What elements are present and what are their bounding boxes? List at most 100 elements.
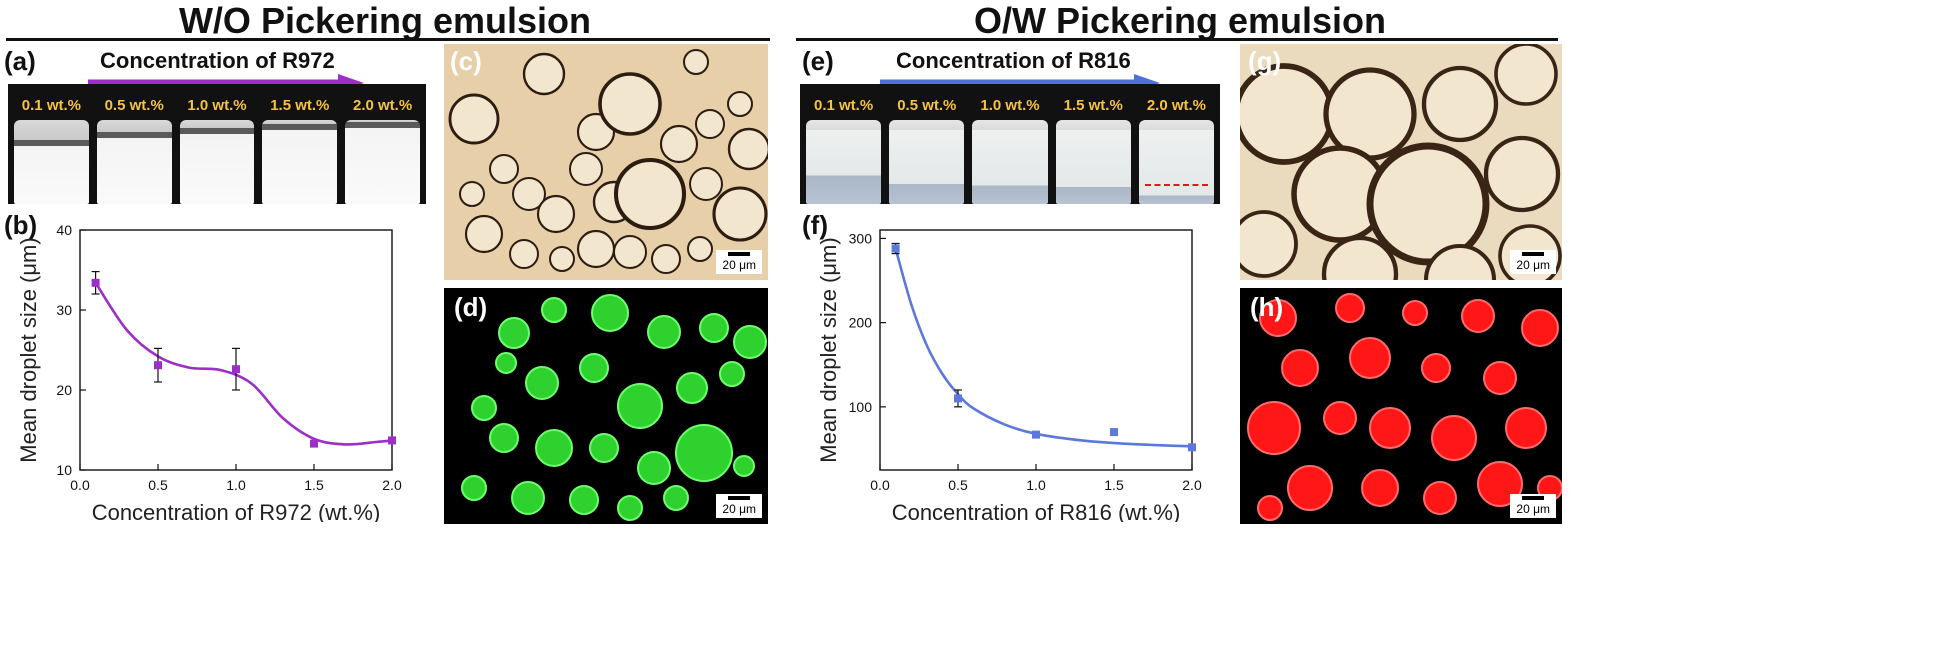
vial-photo-strip-r816: 0.1 wt.% 0.5 wt.% 1.0 wt.% 1.5 wt.% 2.0 wt.% (800, 84, 1220, 204)
droplet (512, 177, 546, 211)
droplet (1259, 299, 1297, 337)
droplet (498, 317, 530, 349)
x-tick-label: 2.0 (1182, 477, 1202, 493)
arrow-label: Concentration of R816 (896, 48, 1131, 73)
droplet (727, 127, 768, 171)
vial-jar (889, 120, 965, 204)
droplet (1257, 495, 1283, 521)
droplet (525, 366, 559, 400)
droplet (495, 352, 517, 374)
y-axis-label: Mean droplet size (μm) (16, 237, 41, 462)
vial: 0.1 wt.% (806, 92, 882, 204)
droplet (733, 325, 767, 359)
y-tick-label: 10 (56, 462, 72, 478)
droplet (569, 485, 599, 515)
droplet (1402, 300, 1428, 326)
scale-bar: 20 μm (716, 250, 762, 274)
vial-label: 1.5 wt.% (270, 97, 330, 114)
droplet (522, 52, 566, 96)
vial-label: 0.1 wt.% (814, 97, 874, 114)
panel-label-c: (c) (450, 46, 482, 76)
vial: 1.0 wt.% (179, 92, 255, 204)
vial-jar (1138, 120, 1215, 204)
droplet (1335, 293, 1365, 323)
droplet-image-bright-field (448, 49, 768, 274)
droplet (663, 485, 689, 511)
droplet (699, 313, 729, 343)
vial: 0.1 wt.% (14, 92, 89, 204)
droplet (509, 239, 539, 269)
vial-label: 2.0 wt.% (352, 97, 413, 114)
scale-bar: 20 μm (1510, 250, 1556, 274)
droplet (569, 152, 603, 186)
vial: 1.0 wt.% (972, 92, 1048, 204)
fit-curve (894, 248, 1193, 448)
droplet (676, 372, 708, 404)
droplet (1521, 309, 1559, 347)
droplet (489, 154, 519, 184)
droplet (1423, 243, 1497, 280)
micrograph-bright-field-wo: (c) 20 μm (444, 44, 768, 280)
vial-jar (345, 120, 420, 204)
x-tick-label: 0.0 (70, 477, 90, 493)
droplet (1281, 349, 1319, 387)
droplet (591, 294, 629, 332)
vial: 1.5 wt.% (262, 92, 338, 204)
droplet (535, 429, 573, 467)
vial-label: 0.1 wt.% (21, 97, 81, 114)
y-tick-label: 30 (56, 302, 72, 318)
micrograph-bright-field-ow: (g) 20 μm (1240, 44, 1562, 280)
vial-jar (96, 120, 172, 204)
vial-label: 1.0 wt.% (980, 97, 1040, 114)
droplet (1369, 407, 1411, 449)
droplet (1494, 44, 1558, 106)
droplet-image-bright-field (1240, 44, 1562, 280)
data-point (154, 361, 162, 370)
droplet (598, 72, 662, 136)
x-axis-label: Concentration of R816 (wt.%) (892, 500, 1181, 522)
vial: 2.0 wt.% (345, 92, 420, 204)
vial-jar (262, 120, 338, 204)
droplet (464, 214, 504, 254)
vial: 0.5 wt.% (96, 92, 172, 204)
y-axis-label: Mean droplet size (μm) (816, 237, 841, 462)
arrow-label: Concentration of R972 (100, 48, 335, 73)
x-tick-label: 2.0 (382, 477, 402, 493)
droplet (511, 481, 545, 515)
droplet (659, 124, 699, 164)
droplet (712, 186, 768, 242)
x-tick-label: 1.5 (1104, 477, 1124, 493)
droplet (637, 451, 671, 485)
panel-label-f: (f) (802, 210, 828, 240)
x-tick-label: 0.5 (148, 477, 168, 493)
droplet (617, 383, 663, 429)
droplet (675, 424, 733, 482)
droplet-image-fluorescence (1247, 293, 1562, 521)
droplet (589, 433, 619, 463)
y-tick-label: 40 (56, 222, 72, 238)
data-point (91, 278, 100, 287)
y-tick-label: 300 (849, 230, 873, 246)
scale-bar-text: 20 μm (1516, 258, 1550, 272)
droplet (1240, 210, 1298, 278)
panel-label-b: (b) (4, 210, 38, 240)
data-point (954, 394, 962, 403)
data-point (1032, 430, 1040, 439)
vial-label: 1.5 wt.% (1063, 97, 1123, 114)
droplet (1349, 337, 1391, 379)
droplet (1287, 465, 1333, 511)
data-point (891, 244, 900, 253)
droplet-image-fluorescence (461, 294, 767, 521)
droplet (1431, 415, 1477, 461)
scale-bar-text: 20 μm (1516, 502, 1550, 516)
droplet (1323, 67, 1417, 161)
droplet (1421, 65, 1499, 143)
droplet (1483, 361, 1517, 395)
chart-r816-droplet-size: 0.0 0.5 1.0 1.5 2.0 100 200 300 Concentration of… (816, 229, 1202, 522)
droplet (1421, 353, 1451, 383)
droplet (1483, 135, 1561, 213)
droplet (461, 475, 487, 501)
droplet (579, 353, 609, 383)
droplet (613, 235, 647, 269)
droplet (459, 181, 485, 207)
